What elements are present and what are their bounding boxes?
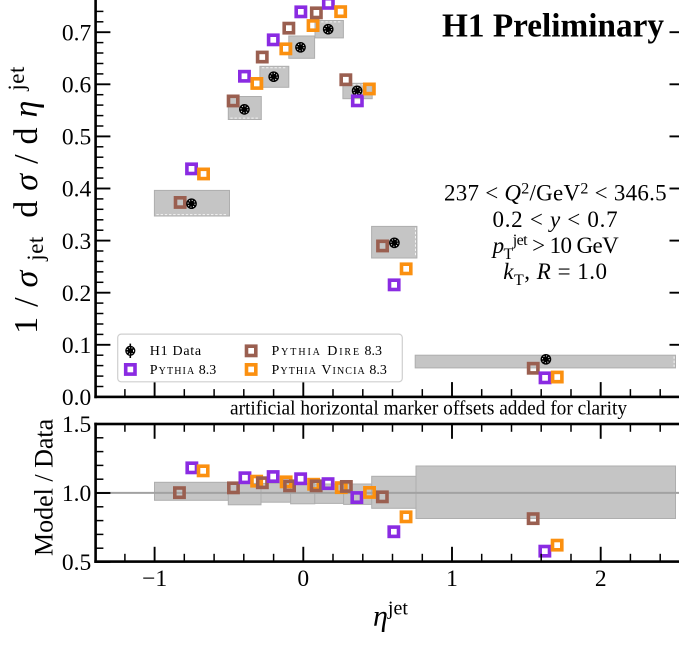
svg-text:Pythia Vincia 8.3: Pythia Vincia 8.3 [272, 363, 387, 378]
svg-text:0.1: 0.1 [62, 333, 91, 359]
svg-text:0.4: 0.4 [62, 177, 92, 203]
svg-text:Pythia 8.3: Pythia 8.3 [150, 363, 217, 378]
svg-text:1: 1 [446, 566, 458, 592]
svg-text:H1 Preliminary: H1 Preliminary [442, 7, 664, 44]
svg-text:0.2 < y < 0.7: 0.2 < y < 0.7 [493, 207, 619, 232]
svg-text:H1 Data: H1 Data [150, 344, 202, 359]
svg-text:0.5: 0.5 [62, 550, 91, 576]
svg-text:1.5: 1.5 [62, 412, 91, 438]
svg-text:pTjet > 10 GeV: pTjet > 10 GeV [491, 232, 620, 263]
svg-text:kT, R = 1.0: kT, R = 1.0 [503, 259, 607, 289]
svg-text:artificial horizontal marker o: artificial horizontal marker offsets add… [230, 398, 627, 419]
svg-text:0.5: 0.5 [62, 125, 91, 151]
svg-text:1/σjet dσ/dηjet: 1/σjet dσ/dηjet [4, 66, 48, 334]
svg-text:−1: −1 [142, 566, 167, 592]
svg-text:0: 0 [297, 566, 309, 592]
svg-text:0.2: 0.2 [62, 281, 91, 307]
svg-text:0.3: 0.3 [62, 229, 91, 255]
svg-text:0.6: 0.6 [62, 73, 92, 99]
svg-text:Model / Data: Model / Data [30, 418, 59, 556]
svg-text:1.0: 1.0 [62, 481, 91, 507]
svg-text:0.7: 0.7 [62, 20, 92, 46]
svg-text:0.0: 0.0 [62, 385, 91, 411]
svg-text:2: 2 [595, 566, 607, 592]
svg-text:237 < Q2/GeV2 < 346.5: 237 < Q2/GeV2 < 346.5 [444, 181, 667, 206]
svg-text:Pythia Dire 8.3: Pythia Dire 8.3 [272, 344, 383, 359]
